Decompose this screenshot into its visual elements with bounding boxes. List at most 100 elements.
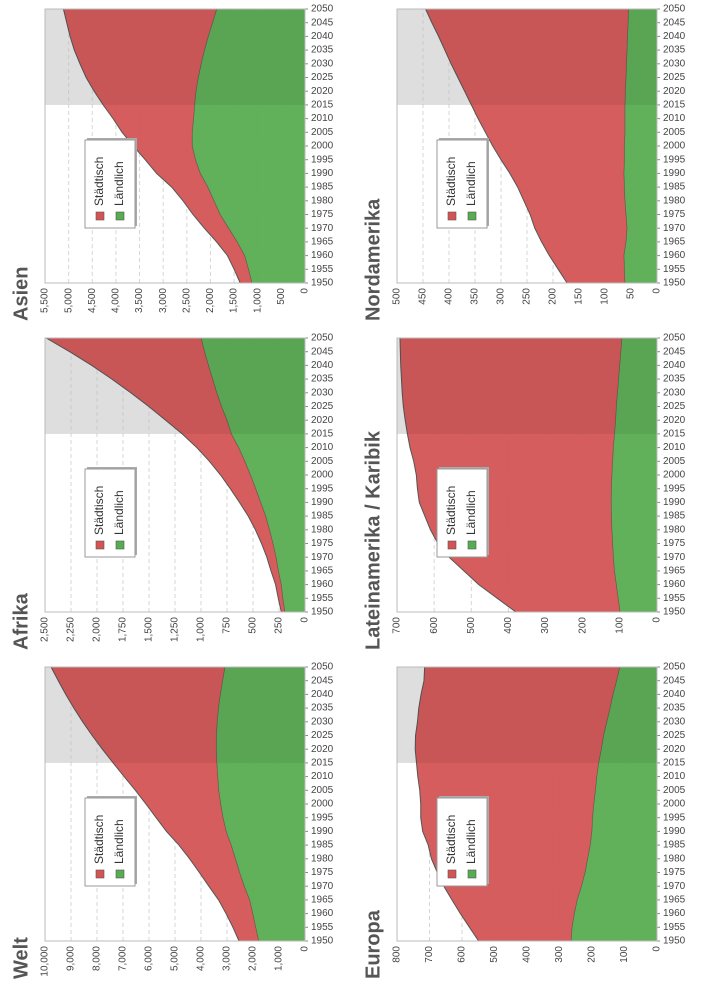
panel: Asien 0 500 1,000 1,500 2,000 2,500 3,000 3,500 4… <box>10 4 333 321</box>
plot-frame <box>396 8 658 284</box>
x-tick-label: 2015 <box>663 100 686 111</box>
legend-swatch <box>115 211 125 221</box>
x-tick-label: 1995 <box>663 154 686 165</box>
x-tick-label: 1980 <box>311 195 334 206</box>
x-tick-label: 2030 <box>663 716 686 727</box>
panel-title: Afrika <box>10 592 32 650</box>
legend-label: Städtisch <box>92 815 106 864</box>
x-tick-label: 2010 <box>663 113 686 124</box>
y-tick-label: 1,500 <box>144 617 155 642</box>
panel-title: Welt <box>10 937 32 979</box>
x-tick-label: 2020 <box>663 744 686 755</box>
x-tick-label: 2025 <box>663 72 686 83</box>
y-tick-label: 7,000 <box>118 946 129 971</box>
x-tick-label: 2000 <box>311 470 334 481</box>
x-tick-label: 1950 <box>663 278 686 289</box>
panel: Welt 0 1,000 2,000 3,000 4,000 5,000 6,000 7,000… <box>10 662 333 979</box>
x-tick-label: 1950 <box>311 607 334 618</box>
y-tick-label: 250 <box>522 288 533 305</box>
x-tick-label: 1980 <box>311 853 334 864</box>
legend-label: Städtisch <box>92 486 106 535</box>
x-tick-label: 2000 <box>663 141 686 152</box>
legend-swatch <box>447 540 457 550</box>
x-tick-label: 2050 <box>311 662 334 673</box>
y-tick-label: 500 <box>466 617 477 634</box>
x-tick-label: 1955 <box>663 593 686 604</box>
x-tick-label: 1985 <box>663 511 686 522</box>
panel: Nordamerika 0 50 100 150 200 250 300 350 400 450 50… <box>362 4 685 321</box>
legend-box <box>436 139 488 229</box>
y-tick-label: 4,000 <box>196 946 207 971</box>
x-tick-label: 2045 <box>311 675 334 686</box>
x-tick-label: 1990 <box>663 168 686 179</box>
x-tick-label: 2005 <box>663 785 686 796</box>
x-tick-label: 1995 <box>663 483 686 494</box>
x-tick-label: 2045 <box>663 17 686 28</box>
x-tick-label: 2015 <box>311 100 334 111</box>
x-tick-label: 1980 <box>663 195 686 206</box>
y-tick-label: 800 <box>392 946 403 963</box>
legend-swatch <box>95 869 105 879</box>
y-tick-label: 1,000 <box>252 288 263 313</box>
x-tick-label: 2050 <box>663 333 686 344</box>
y-tick-label: 450 <box>418 288 429 305</box>
x-tick-label: 1960 <box>663 250 686 261</box>
y-tick-label: 4,000 <box>111 288 122 313</box>
y-tick-label: 350 <box>470 288 481 305</box>
y-tick-label: 8,000 <box>92 946 103 971</box>
area-edge <box>425 8 568 284</box>
panel: Europa 0 100 200 300 400 500 600 700 800 1950 1955 1… <box>362 662 685 979</box>
area <box>425 9 629 283</box>
x-tick-label: 2000 <box>663 470 686 481</box>
y-tick-label: 500 <box>276 288 287 305</box>
x-tick-label: 2040 <box>663 689 686 700</box>
x-tick-label: 2020 <box>663 415 686 426</box>
x-tick-label: 2030 <box>311 58 334 69</box>
x-tick-label: 2045 <box>663 346 686 357</box>
x-tick-label: 2005 <box>663 456 686 467</box>
x-tick-label: 2020 <box>663 86 686 97</box>
area-edge <box>414 666 479 942</box>
x-tick-label: 1960 <box>311 908 334 919</box>
x-tick-label: 2050 <box>663 662 686 673</box>
projection-tint <box>397 666 657 763</box>
area <box>201 338 305 612</box>
area-edge <box>45 337 282 613</box>
x-tick-label: 1970 <box>311 881 334 892</box>
y-tick-label: 0 <box>652 288 663 294</box>
x-tick-label: 2035 <box>311 374 334 385</box>
projection-tint <box>45 9 305 105</box>
x-tick-label: 1990 <box>311 168 334 179</box>
x-tick-label: 2000 <box>311 799 334 810</box>
x-tick-label: 2015 <box>311 758 334 769</box>
legend-box <box>436 468 488 558</box>
projection-tint <box>45 338 305 434</box>
x-tick-label: 1970 <box>663 223 686 234</box>
legend-swatch <box>115 540 125 550</box>
legend-box <box>84 139 136 229</box>
x-tick-label: 1980 <box>311 524 334 535</box>
x-tick-label: 2045 <box>311 346 334 357</box>
legend-label: Ländlich <box>464 490 478 535</box>
x-tick-label: 1970 <box>311 552 334 563</box>
x-tick-label: 1980 <box>663 853 686 864</box>
y-tick-label: 1,000 <box>196 617 207 642</box>
plot-frame <box>44 8 306 284</box>
x-tick-label: 2050 <box>311 333 334 344</box>
y-tick-label: 700 <box>392 617 403 634</box>
x-tick-label: 1995 <box>311 154 334 165</box>
legend-label: Städtisch <box>444 157 458 206</box>
y-tick-label: 0 <box>300 288 311 294</box>
x-tick-label: 2025 <box>663 730 686 741</box>
area <box>51 667 259 941</box>
x-tick-label: 1960 <box>311 250 334 261</box>
x-tick-label: 1950 <box>663 936 686 947</box>
legend-label: Ländlich <box>112 161 126 206</box>
x-tick-label: 1985 <box>663 840 686 851</box>
x-tick-label: 1970 <box>663 552 686 563</box>
y-tick-label: 0 <box>300 617 311 623</box>
y-tick-label: 6,000 <box>144 946 155 971</box>
area <box>46 338 285 612</box>
legend-label: Städtisch <box>444 486 458 535</box>
